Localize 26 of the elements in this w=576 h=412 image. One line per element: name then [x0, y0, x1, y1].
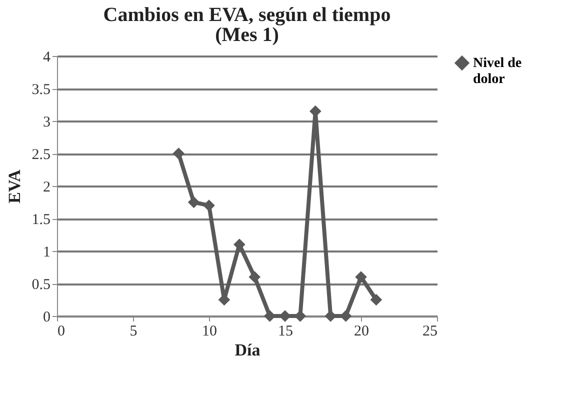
- x-tick-label: 25: [422, 324, 438, 340]
- point: [188, 196, 200, 208]
- y-tick-label: 1.5: [32, 212, 50, 228]
- chart-title: Cambios en EVA, según el tiempo: [103, 4, 391, 26]
- x-tick-label: 5: [130, 324, 138, 340]
- point: [172, 148, 185, 160]
- point: [248, 271, 261, 283]
- x-tick-label: 20: [354, 324, 369, 340]
- y-tick-label: 3.5: [32, 82, 50, 98]
- y-tick-label: 2: [43, 180, 50, 196]
- x-tick-label: 0: [58, 324, 65, 340]
- point: [203, 200, 215, 212]
- x-tick-label: 15: [278, 324, 293, 340]
- y-axis-title: EVA: [4, 168, 24, 204]
- y-tick-label: 2.5: [32, 147, 50, 163]
- y-tick-label: 0: [43, 310, 50, 326]
- y-tick-label: 1: [43, 244, 50, 260]
- legend-label: Nivel de dolor: [473, 56, 522, 87]
- point: [355, 271, 367, 283]
- y-tick-label: 3: [43, 114, 50, 130]
- x-tick-label: 10: [202, 324, 217, 340]
- y-tick-label: 4: [43, 50, 51, 66]
- point: [370, 294, 382, 306]
- y-tick-label: 0.5: [32, 277, 50, 293]
- chart-subtitle: (Mes 1): [215, 24, 279, 46]
- x-axis-title: Día: [234, 340, 261, 360]
